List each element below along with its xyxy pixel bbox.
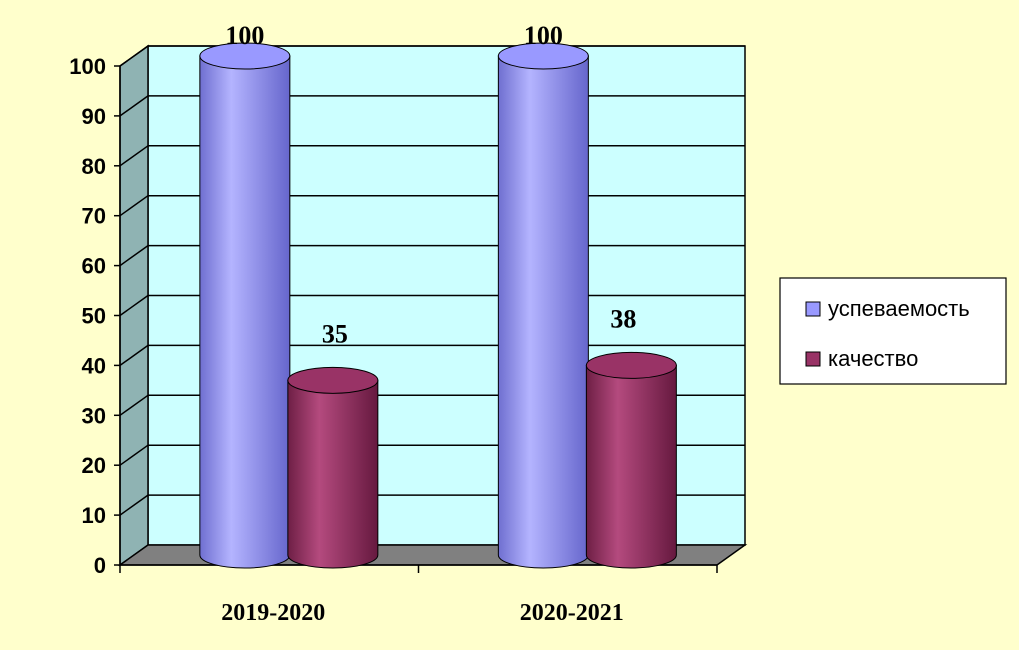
gridline-side-80 bbox=[119, 145, 149, 167]
gridline-side-60 bbox=[119, 244, 149, 267]
y-tick-label-40: 40 bbox=[82, 353, 106, 378]
bar-top-1-0 bbox=[287, 366, 379, 394]
gridline-side-70 bbox=[119, 195, 149, 217]
bar-body-1-1 bbox=[585, 364, 677, 569]
y-tick-label-0: 0 bbox=[94, 553, 106, 578]
bar-top-1-1 bbox=[585, 351, 677, 379]
gridline-side-100 bbox=[119, 45, 149, 67]
gridline-side-30 bbox=[119, 394, 149, 416]
bar-top-0-1 bbox=[497, 42, 589, 70]
legend-swatch-1 bbox=[805, 351, 821, 367]
gridline-side-90 bbox=[119, 95, 149, 117]
bar-1-1 bbox=[585, 351, 677, 569]
data-label-0-0: 100 bbox=[225, 21, 264, 50]
legend-label-0: успеваемость bbox=[828, 296, 970, 321]
data-label-1-0: 35 bbox=[322, 319, 348, 348]
bar-body-0-0 bbox=[199, 55, 291, 569]
gridline-side-10 bbox=[119, 494, 149, 516]
bar-0-0 bbox=[199, 42, 291, 569]
x-tick-label-0: 2019-2020 bbox=[221, 600, 325, 626]
bar-body-1-0 bbox=[287, 379, 379, 569]
y-tick-label-60: 60 bbox=[82, 254, 106, 279]
gridline-side-50 bbox=[119, 294, 149, 317]
y-tick-label-20: 20 bbox=[82, 453, 106, 478]
legend-swatch-0 bbox=[805, 301, 821, 317]
legend-label-1: качество bbox=[828, 346, 918, 371]
y-tick-label-70: 70 bbox=[82, 204, 106, 229]
y-tick-label-100: 100 bbox=[69, 54, 106, 79]
gridline-side-40 bbox=[119, 344, 149, 367]
data-label-0-1: 100 bbox=[524, 21, 563, 50]
gridline-side-20 bbox=[119, 444, 149, 466]
bar-1-0 bbox=[287, 366, 379, 569]
data-label-1-1: 38 bbox=[610, 304, 636, 333]
y-tick-label-80: 80 bbox=[82, 154, 106, 179]
bar-top-0-0 bbox=[199, 42, 291, 70]
x-tick-label-1: 2020-2021 bbox=[520, 600, 624, 626]
y-tick-label-50: 50 bbox=[82, 304, 106, 329]
bar-body-0-1 bbox=[497, 55, 589, 569]
y-tick-label-90: 90 bbox=[82, 104, 106, 129]
y-tick-label-30: 30 bbox=[82, 403, 106, 428]
y-tick-label-10: 10 bbox=[82, 503, 106, 528]
bar-0-1 bbox=[497, 42, 589, 569]
